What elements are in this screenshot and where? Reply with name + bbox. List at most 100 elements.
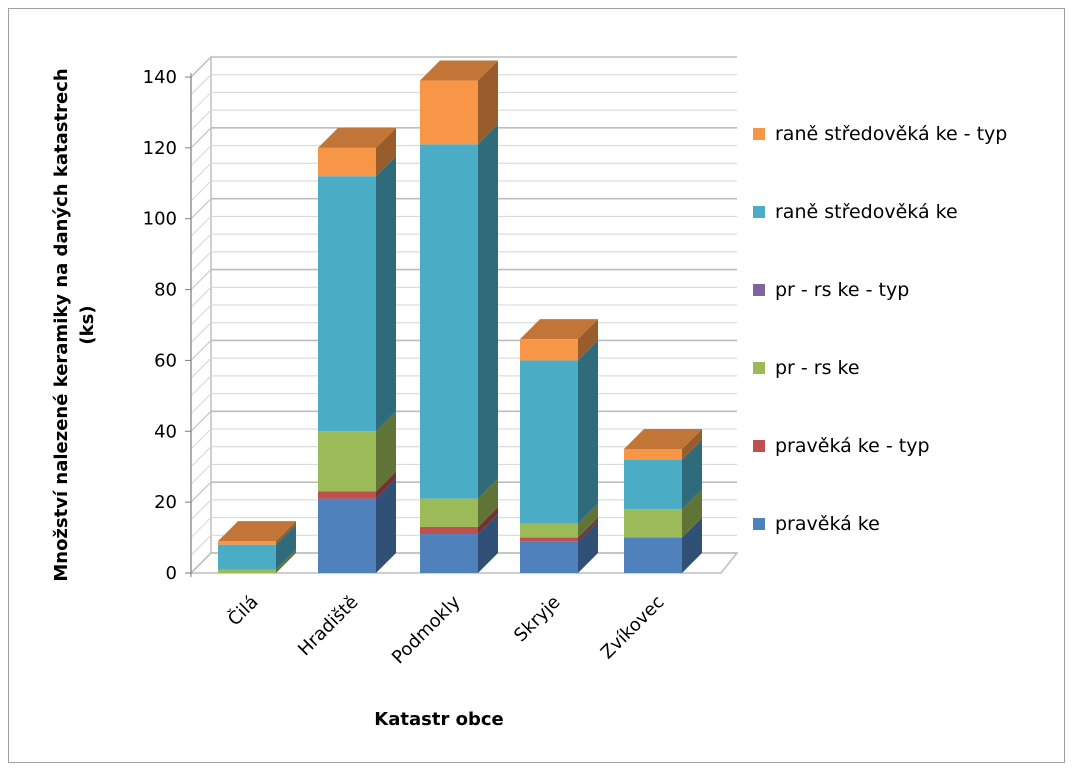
bar-front xyxy=(420,534,478,573)
y-axis-ticks: 0 20 40 60 80 100 120 140 xyxy=(143,67,191,584)
bar-side xyxy=(376,478,396,573)
bar-segment xyxy=(318,478,396,573)
legend-item: raně středověká ke - typ xyxy=(753,123,1007,145)
bar-top xyxy=(420,60,498,81)
x-tick-label: Čilá xyxy=(223,591,262,630)
gridline-side xyxy=(190,393,212,414)
bar-front xyxy=(420,144,478,499)
bar-side xyxy=(478,478,498,527)
bar-front xyxy=(420,526,478,535)
y-tick-label: 140 xyxy=(143,67,177,88)
bar-side xyxy=(682,489,702,538)
bar-segment xyxy=(624,517,702,573)
y-tick-label: 80 xyxy=(154,280,177,301)
y-tick-label: 100 xyxy=(143,209,177,230)
gridline-side xyxy=(190,251,212,273)
legend-label: pr - rs ke - typ xyxy=(775,279,909,301)
x-axis-category-labels: Čilá Hradiště Podmokly Skryje Zvíkovec xyxy=(223,591,668,668)
gridline-side xyxy=(190,127,212,149)
x-tick-label: Hradiště xyxy=(294,592,363,661)
gridline-side xyxy=(190,109,212,131)
bar-segment xyxy=(420,124,498,499)
gridline-side xyxy=(190,162,212,184)
bar-side xyxy=(578,340,598,524)
bar-front xyxy=(520,360,578,524)
bar-side xyxy=(376,156,396,432)
legend-label: pravěká ke - typ xyxy=(775,435,930,457)
legend-item: pr - rs ke xyxy=(753,357,860,379)
bar-side xyxy=(478,60,498,145)
bar-segment xyxy=(624,439,702,510)
bar-side xyxy=(682,439,702,510)
bar-front xyxy=(218,569,276,573)
gridline-side xyxy=(190,92,212,113)
bar-side xyxy=(276,524,296,570)
bar-top xyxy=(624,429,702,449)
bar-segment xyxy=(520,517,598,542)
stacked-3d-column-chart: 0 20 40 60 80 100 120 140 Čilá Hradiště Podmokly S… xyxy=(51,55,1007,730)
bar-front xyxy=(420,80,478,145)
y-tick-label: 60 xyxy=(154,350,177,371)
bar-segment xyxy=(624,489,702,538)
bar-side xyxy=(682,429,702,460)
legend-item: pravěká ke xyxy=(753,513,880,535)
bar-front xyxy=(624,509,682,538)
y-tick-label: 0 xyxy=(166,563,177,584)
gridline-side xyxy=(190,428,212,450)
bar-front xyxy=(318,176,376,432)
bar-side xyxy=(578,517,598,542)
bar-side xyxy=(276,521,296,545)
gridline-side xyxy=(190,216,212,237)
bar-top xyxy=(318,127,396,148)
bar-stack xyxy=(624,429,702,573)
bar-front xyxy=(318,431,376,492)
bar-segment xyxy=(218,549,296,573)
gridline-side xyxy=(190,481,212,503)
legend-swatch xyxy=(753,362,765,374)
bar-front xyxy=(520,339,578,361)
gridline-side xyxy=(190,74,212,96)
gridline-side xyxy=(190,269,212,290)
bar-side xyxy=(578,521,598,573)
x-tick-label: Skryje xyxy=(510,592,564,646)
bar-segment xyxy=(420,514,498,573)
bar-front xyxy=(318,147,376,177)
bar-side xyxy=(376,127,396,177)
bar-segment xyxy=(318,156,396,432)
gridline-side xyxy=(190,534,212,556)
bar-side xyxy=(578,319,598,361)
legend-swatch xyxy=(753,206,765,218)
bar-stack xyxy=(420,60,498,573)
bar-stack xyxy=(218,521,296,573)
gridline-side xyxy=(190,499,212,521)
gridline-side xyxy=(190,464,212,485)
gridline-side xyxy=(190,446,212,468)
bar-segment xyxy=(420,478,498,527)
bar-stack xyxy=(520,319,598,573)
bar-segment xyxy=(520,319,598,361)
legend-item: raně středověká ke xyxy=(753,201,958,223)
bar-segment xyxy=(624,429,702,460)
gridline-side xyxy=(190,410,212,432)
bars xyxy=(218,60,702,573)
legend-swatch xyxy=(753,128,765,140)
gridline-side xyxy=(190,286,212,308)
bar-front xyxy=(520,523,578,538)
legend-label: pr - rs ke xyxy=(775,357,860,379)
legend-item: pravěká ke - typ xyxy=(753,435,930,457)
bar-segment xyxy=(520,503,598,538)
bar-side xyxy=(578,503,598,538)
bar-segment xyxy=(218,521,296,545)
bar-front xyxy=(520,537,578,542)
bar-segment xyxy=(420,60,498,145)
bar-side xyxy=(276,549,296,573)
gridline-side xyxy=(190,552,212,574)
bar-front xyxy=(218,544,276,570)
bar-front xyxy=(318,491,376,499)
bar-front xyxy=(624,449,682,460)
gridline-side xyxy=(190,180,212,202)
bar-front xyxy=(318,498,376,573)
y-tick-label: 40 xyxy=(154,421,177,442)
legend-swatch xyxy=(753,440,765,452)
bar-segment xyxy=(520,521,598,573)
